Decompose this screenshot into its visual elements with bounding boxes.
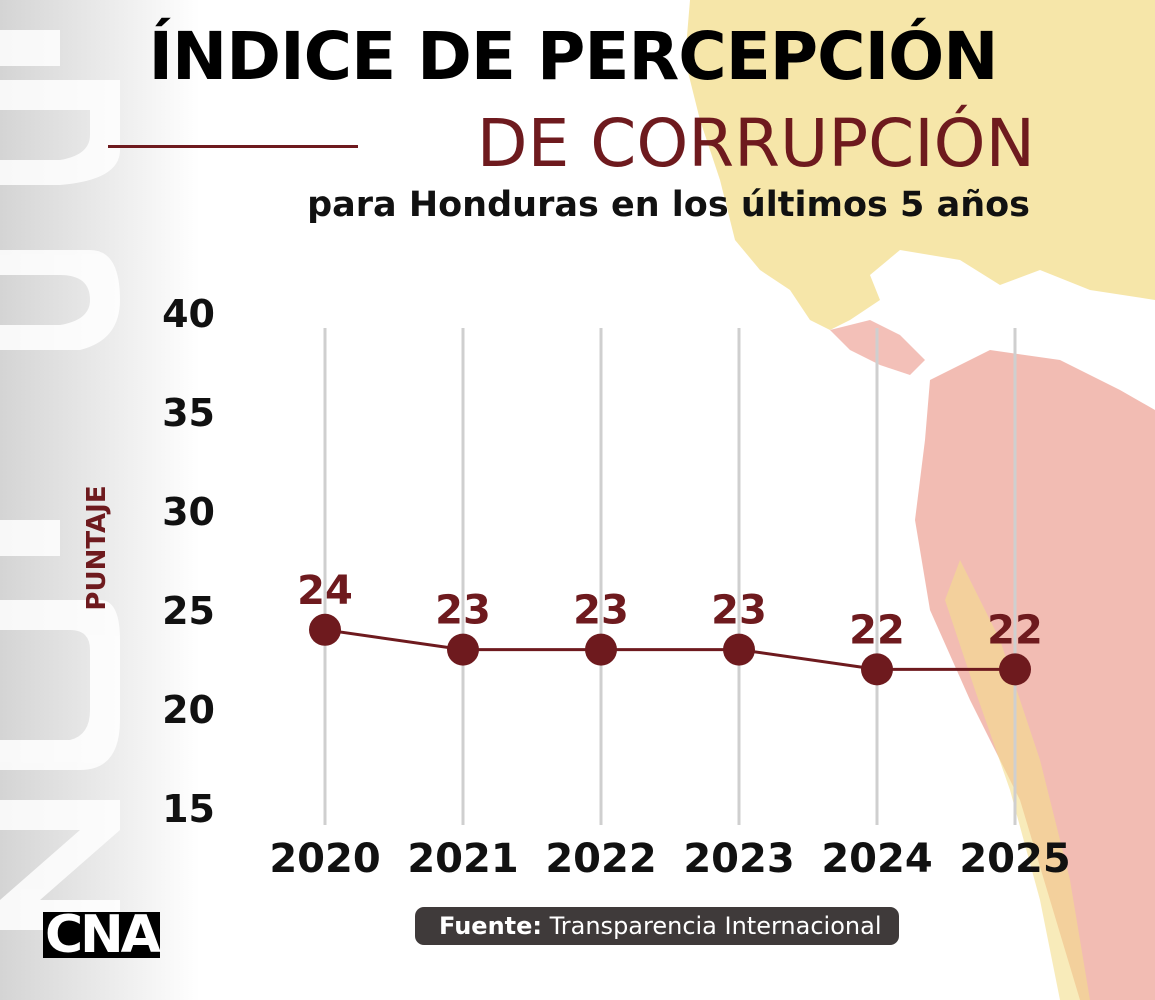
source-label: Fuente: <box>439 912 542 940</box>
data-point <box>999 653 1031 686</box>
cna-logo: CNA <box>43 905 161 965</box>
y-tick-label: 40 <box>162 292 215 336</box>
x-tick-label: 2021 <box>407 836 518 882</box>
y-tick-label: 25 <box>162 589 215 633</box>
data-point <box>861 653 893 686</box>
x-tick-label: 2022 <box>545 836 656 882</box>
data-label: 22 <box>987 607 1043 653</box>
y-tick-label: 30 <box>162 490 215 534</box>
page-subtitle: para Honduras en los últimos 5 años <box>307 185 1030 225</box>
x-tick-label: 2024 <box>821 836 932 882</box>
data-point <box>309 613 341 646</box>
y-tick-label: 20 <box>162 688 215 732</box>
x-tick-label: 2025 <box>959 836 1070 882</box>
watermark-lettering <box>0 30 120 930</box>
data-point <box>723 633 755 666</box>
data-label: 22 <box>849 607 905 653</box>
south-america-shape <box>915 350 1155 1000</box>
source-badge: Fuente: Transparencia Internacional <box>415 907 900 945</box>
x-tick-label: 2020 <box>269 836 380 882</box>
page-title-line2: DE CORRUPCIÓN <box>476 105 1035 182</box>
data-label: 23 <box>711 588 767 634</box>
x-tick-label: 2023 <box>683 836 794 882</box>
source-value: Transparencia Internacional <box>549 912 882 940</box>
data-label: 23 <box>435 588 491 634</box>
y-tick-label: 15 <box>162 787 215 831</box>
data-label: 23 <box>573 588 629 634</box>
watermark-panel <box>0 0 200 1000</box>
title-divider <box>108 145 358 148</box>
data-label: 24 <box>297 568 353 614</box>
data-point <box>585 633 617 666</box>
north-america-shape <box>685 0 1155 330</box>
series-line <box>324 628 1015 671</box>
y-tick-label: 35 <box>162 391 215 435</box>
data-point <box>447 633 479 666</box>
page-title: ÍNDICE DE PERCEPCIÓN <box>148 18 999 95</box>
